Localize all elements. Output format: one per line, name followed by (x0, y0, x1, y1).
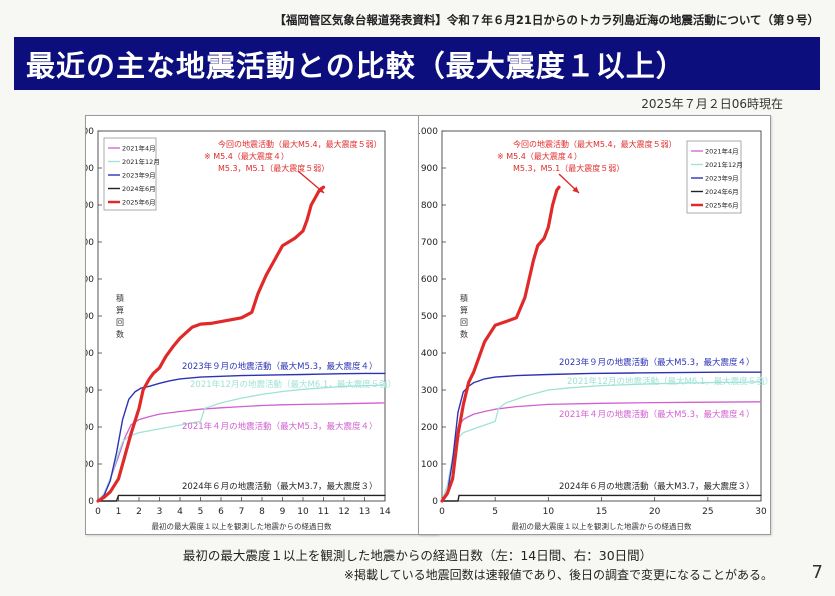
y-tick-label: 300 (86, 386, 94, 396)
x-tick-label: 9 (280, 507, 286, 517)
x-axis-label: 最初の最大震度１以上を観測した地震からの経過日数 (512, 521, 692, 531)
y-tick-label: 500 (86, 312, 94, 322)
y-tick-label: 600 (86, 275, 94, 285)
series-line (97, 384, 386, 502)
y-tick-label: 1000 (86, 127, 94, 137)
chart-annotation: 2021年12月の地震活動（最大M6.1，最大震度５強） (567, 376, 770, 387)
annotation-arrow-head (317, 186, 324, 193)
legend-entry: 2021年12月 (705, 160, 743, 169)
series-line (97, 372, 386, 502)
series-line (441, 371, 762, 502)
x-tick-label: 14 (379, 507, 391, 517)
chart-annotation: 今回の地震活動（最大M5.4，最大震度５弱） (513, 139, 677, 149)
legend-box (103, 137, 157, 211)
x-tick-label: 12 (338, 507, 349, 517)
chart-annotation: M5.3，M5.1（最大震度５弱） (218, 163, 329, 173)
y-tick-label: 900 (86, 164, 94, 174)
chart-annotation: 2023年９月の地震活動（最大M5.3，最大震度４） (559, 357, 755, 368)
y-axis-label: 積算回数 (116, 293, 124, 339)
page-title: 最近の主な地震活動との比較（最大震度１以上） (26, 48, 686, 83)
y-tick-label: 700 (421, 238, 438, 248)
chart-annotation: 2024年６月の地震活動（最大M3.7，最大震度３） (182, 481, 378, 492)
legend-entry: 2023年9月 (122, 171, 156, 180)
legend-entry: 2023年9月 (705, 174, 739, 183)
x-tick-label: 5 (198, 507, 204, 517)
legend-entry: 2021年4月 (705, 147, 739, 156)
x-tick-label: 3 (157, 507, 163, 517)
y-tick-label: 100 (86, 460, 94, 470)
as-of-timestamp: 2025年７月２日06時現在 (641, 97, 783, 111)
series-line (97, 402, 386, 502)
chart-annotation: 2021年12月の地震活動（最大M6.1，最大震度５強） (190, 379, 396, 390)
legend-entry: 2024年6月 (122, 184, 156, 193)
x-tick-label: 25 (702, 507, 713, 517)
x-tick-label: 10 (543, 507, 555, 517)
y-tick-label: 100 (421, 460, 438, 470)
chart-annotation: 今回の地震活動（最大M5.4，最大震度５弱） (218, 139, 382, 149)
chart-annotation: ※ M5.4（最大震度４） (204, 151, 289, 161)
y-tick-label: 900 (421, 164, 438, 174)
annotation-arrow-head (572, 186, 579, 193)
x-tick-label: 10 (297, 507, 309, 517)
x-tick-label: 1 (116, 507, 122, 517)
x-tick-label: 15 (596, 507, 607, 517)
legend-entry: 2021年4月 (122, 144, 156, 153)
legend-entry: 2025年6月 (122, 198, 156, 207)
y-tick-label: 800 (86, 201, 94, 211)
legend-entry: 2021年12月 (122, 157, 160, 166)
y-tick-label: 200 (421, 423, 438, 433)
chart-panel-30-days: 0 100 200 300 400 500 600 700 800 900 1000 0 5 10 15 20… (418, 115, 771, 535)
y-axis-label: 積算回数 (460, 293, 468, 339)
y-tick-label: 0 (88, 497, 94, 507)
series-line (97, 494, 386, 502)
title-banner: 最近の主な地震活動との比較（最大震度１以上） (14, 37, 820, 90)
y-tick-label: 1000 (419, 127, 438, 137)
series-line (440, 185, 561, 503)
chart-annotation: M5.3，M5.1（最大震度５弱） (513, 163, 624, 173)
x-tick-label: 20 (649, 507, 661, 517)
x-tick-label: 0 (439, 507, 445, 517)
chart-annotation: ※ M5.4（最大震度４） (497, 151, 582, 161)
page-number: 7 (811, 562, 823, 583)
chart-annotation: 2021年４月の地震活動（最大M5.3，最大震度４） (559, 409, 755, 420)
x-tick-label: 7 (239, 507, 245, 517)
chart-panel-14-days: 0100200300400500600700800900100001234567… (85, 115, 438, 535)
chart-svg: 0 100 200 300 400 500 600 700 800 900 1000 0 5 10 15 20… (419, 127, 770, 531)
y-tick-label: 400 (86, 349, 94, 359)
x-axis-caption: 最初の最大震度１以上を観測した地震からの経過日数（左：14日間、右：30日間） (182, 548, 653, 563)
footnote: ※掲載している地震回数は速報値であり、後日の調査で変更になることがある。 (343, 568, 773, 582)
report-source-header: 【福岡管区気象台報道発表資料】令和７年６月21日からのトカラ列島近海の地震活動に… (274, 13, 819, 27)
x-tick-label: 5 (492, 507, 498, 517)
x-tick-label: 13 (359, 507, 370, 517)
x-tick-label: 2 (136, 507, 142, 517)
y-tick-label: 600 (421, 275, 438, 285)
y-tick-label: 300 (421, 386, 438, 396)
chart-svg: 0100200300400500600700800900100001234567… (86, 127, 396, 531)
x-tick-label: 8 (259, 507, 265, 517)
legend-entry: 2025年6月 (705, 201, 739, 210)
legend-box (686, 140, 742, 214)
y-tick-label: 0 (432, 497, 438, 507)
x-axis-label: 最初の最大震度１以上を観測した地震からの経過日数 (152, 521, 332, 531)
x-tick-label: 4 (177, 507, 183, 517)
legend-entry: 2024年6月 (705, 187, 739, 196)
series-line (96, 185, 326, 503)
x-tick-label: 0 (95, 507, 101, 517)
x-tick-label: 30 (755, 507, 767, 517)
chart-annotation: 2023年９月の地震活動（最大M5.3，最大震度４） (182, 361, 378, 372)
chart-annotation: 2024年６月の地震活動（最大M3.7，最大震度３） (559, 481, 755, 492)
x-tick-label: 6 (218, 507, 224, 517)
y-tick-label: 200 (86, 423, 94, 433)
y-tick-label: 800 (421, 201, 438, 211)
y-tick-label: 700 (86, 238, 94, 248)
y-tick-label: 400 (421, 349, 438, 359)
series-line (441, 494, 762, 502)
x-tick-label: 11 (318, 507, 329, 517)
y-tick-label: 500 (421, 312, 438, 322)
chart-annotation: 2021年４月の地震活動（最大M5.3，最大震度４） (182, 421, 378, 432)
